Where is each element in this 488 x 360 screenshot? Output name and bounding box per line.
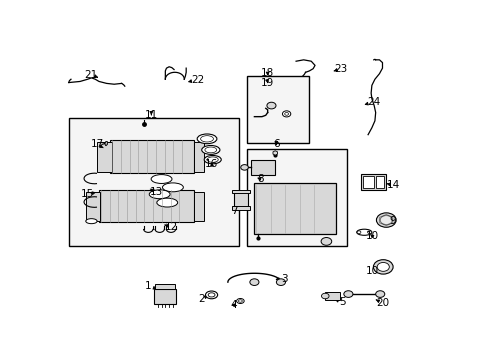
Text: 17: 17 [90, 139, 103, 149]
Ellipse shape [208, 293, 215, 297]
Ellipse shape [157, 198, 177, 207]
Ellipse shape [204, 156, 221, 164]
Text: 10: 10 [366, 266, 378, 275]
Ellipse shape [282, 111, 290, 117]
Text: 24: 24 [366, 97, 379, 107]
Bar [246, 149, 346, 246]
Bar [254, 183, 335, 234]
Bar [231, 206, 249, 210]
Ellipse shape [162, 183, 183, 192]
Text: 7: 7 [230, 206, 237, 216]
Bar [231, 190, 249, 193]
Ellipse shape [207, 157, 218, 162]
Bar [325, 292, 340, 300]
Text: 21: 21 [84, 69, 97, 80]
Ellipse shape [149, 190, 170, 199]
Bar [375, 176, 383, 188]
Ellipse shape [204, 147, 216, 153]
Ellipse shape [356, 229, 371, 235]
Text: 16: 16 [204, 159, 218, 169]
Ellipse shape [205, 291, 217, 299]
Ellipse shape [85, 219, 97, 224]
Circle shape [375, 291, 384, 297]
Text: 8: 8 [257, 174, 264, 184]
Circle shape [321, 293, 328, 299]
Bar [360, 174, 386, 190]
Text: 22: 22 [190, 75, 204, 85]
Text: 4: 4 [230, 301, 236, 310]
Circle shape [240, 165, 248, 170]
Bar [233, 191, 247, 208]
Circle shape [266, 102, 275, 109]
Circle shape [376, 213, 395, 227]
Bar [68, 118, 239, 246]
Bar [85, 192, 100, 221]
Circle shape [343, 291, 352, 297]
Bar [154, 288, 176, 304]
Text: 12: 12 [165, 222, 178, 232]
Text: 15: 15 [81, 189, 94, 199]
Bar [363, 176, 373, 188]
Polygon shape [104, 141, 107, 146]
Circle shape [376, 262, 388, 271]
Bar [246, 76, 309, 143]
Bar [193, 141, 204, 172]
Bar [250, 159, 275, 175]
Text: 14: 14 [386, 180, 399, 190]
Text: 1: 1 [144, 281, 151, 291]
Text: 20: 20 [375, 298, 388, 308]
Ellipse shape [284, 112, 288, 115]
Bar [110, 140, 193, 174]
Circle shape [249, 279, 259, 285]
Text: 19: 19 [261, 77, 274, 87]
Bar [97, 141, 111, 172]
Ellipse shape [238, 300, 242, 302]
Bar [193, 192, 204, 221]
Text: 3: 3 [281, 274, 287, 284]
Ellipse shape [236, 298, 244, 303]
Text: 18: 18 [261, 68, 274, 78]
Polygon shape [272, 151, 277, 155]
Bar [99, 190, 193, 222]
Text: 2: 2 [198, 294, 204, 304]
Circle shape [367, 231, 371, 234]
Ellipse shape [202, 145, 220, 154]
Text: 6: 6 [272, 139, 279, 149]
Text: 13: 13 [150, 187, 163, 197]
Text: 23: 23 [333, 64, 346, 74]
Ellipse shape [197, 134, 217, 144]
Text: 9: 9 [389, 216, 396, 226]
Ellipse shape [200, 136, 213, 142]
Text: 11: 11 [144, 110, 158, 120]
Circle shape [276, 279, 285, 285]
Circle shape [373, 260, 392, 274]
Circle shape [356, 231, 360, 234]
Ellipse shape [151, 175, 172, 184]
Bar [155, 284, 175, 288]
Circle shape [321, 238, 331, 245]
Text: 5: 5 [338, 297, 345, 307]
Polygon shape [379, 215, 392, 226]
Text: 10: 10 [366, 231, 378, 242]
Circle shape [380, 216, 391, 225]
